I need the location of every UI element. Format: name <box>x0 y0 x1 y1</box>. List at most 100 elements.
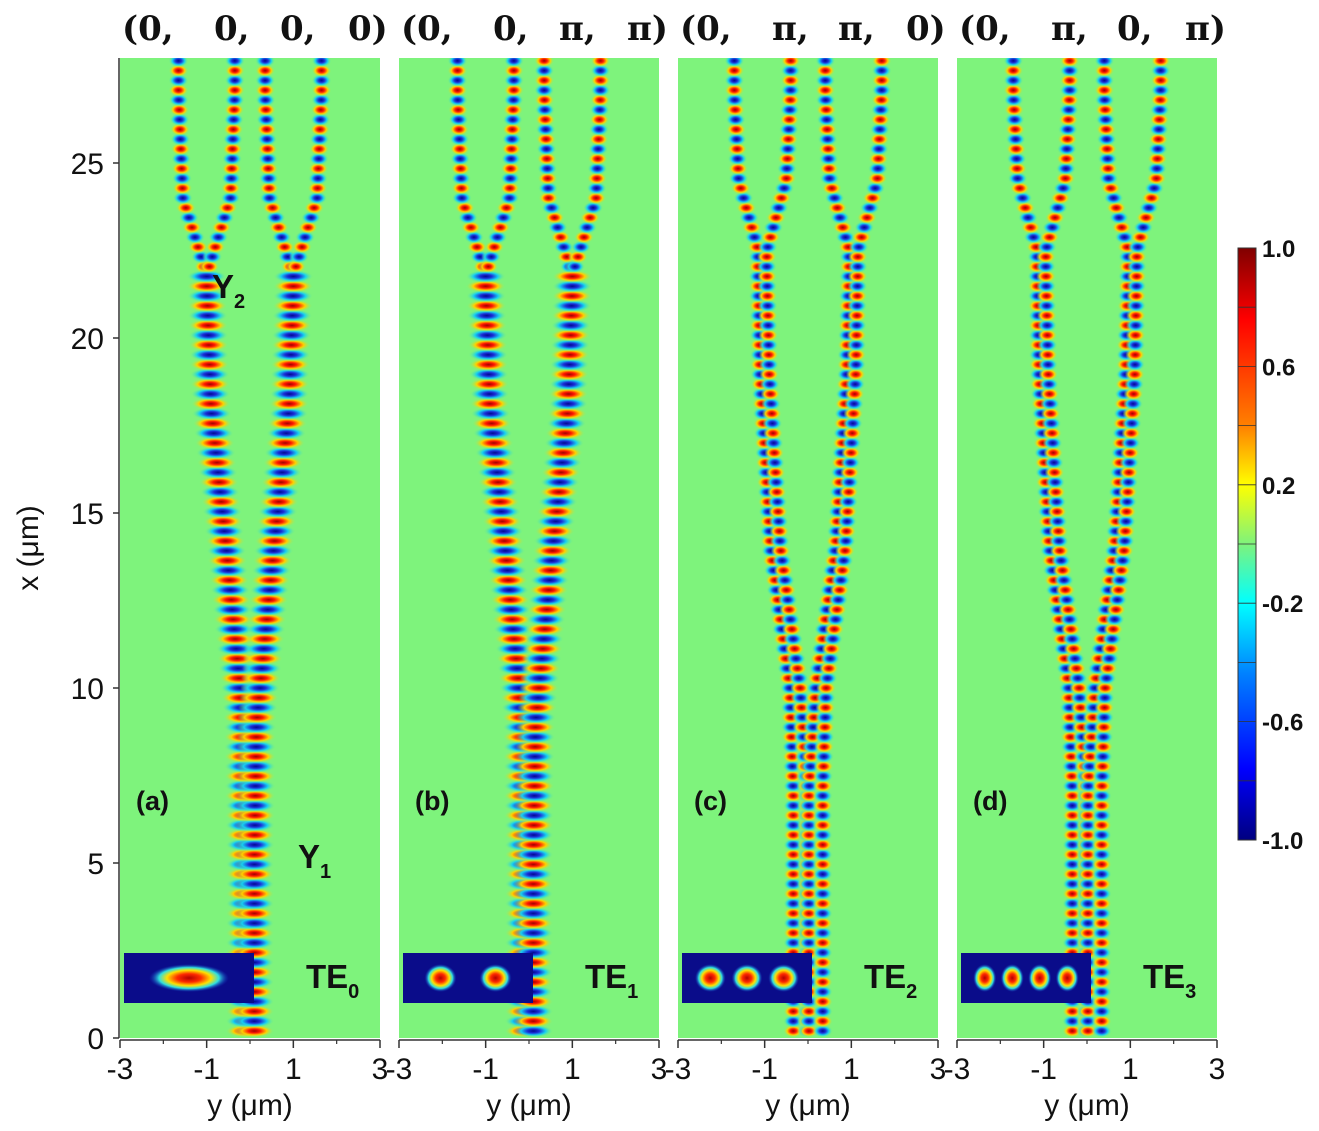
field-lobe <box>519 671 560 685</box>
field-lobe <box>590 83 611 97</box>
field-lobe <box>1037 318 1058 332</box>
field-lobe <box>310 103 331 117</box>
field-lobe <box>513 857 554 871</box>
field-lobe <box>493 622 534 636</box>
field-lobe <box>246 612 287 626</box>
field-lobe <box>194 436 235 450</box>
field-lobe <box>871 83 892 97</box>
field-lobe <box>1062 838 1083 852</box>
field-lobe <box>1036 309 1057 323</box>
field-lobe <box>783 1014 804 1028</box>
field-lobe <box>1018 211 1039 225</box>
field-lobe <box>815 710 836 724</box>
field-lobe <box>550 338 591 352</box>
junction-label-y1: Y1 <box>298 838 331 883</box>
field-lobe <box>513 936 554 950</box>
phase-value: 0, <box>493 9 529 49</box>
field-lobe <box>1048 524 1069 538</box>
field-lobe <box>724 64 745 78</box>
field-lobe <box>311 64 332 78</box>
field-lobe <box>1036 289 1057 303</box>
y-axis-tick-label: 1 <box>843 1053 860 1086</box>
field-lobe <box>267 416 308 430</box>
y-axis-label: y (μm) <box>765 1089 851 1122</box>
field-lobe <box>1060 622 1081 636</box>
field-lobe <box>499 191 520 205</box>
field-lobe <box>1077 808 1098 822</box>
field-lobe <box>221 162 242 176</box>
field-lobe <box>542 456 583 470</box>
field-lobe <box>1120 436 1141 450</box>
field-lobe <box>820 652 841 666</box>
y-axis-panel-c: -3 -1 1 3 y (μm) <box>665 1039 946 1122</box>
phase-value: (0, <box>122 9 174 49</box>
phase-label-c: (0, π, π, 0) <box>680 9 946 49</box>
field-lobe <box>524 622 565 636</box>
field-lobe <box>262 201 283 215</box>
field-lobe <box>1098 171 1119 185</box>
field-lobe <box>833 554 854 568</box>
field-lobe <box>257 505 298 519</box>
phase-value: π, <box>1051 9 1088 49</box>
field-lobe <box>224 58 245 68</box>
field-lobe <box>1150 73 1171 87</box>
field-lobe <box>187 309 228 323</box>
field-lobe <box>1052 563 1073 577</box>
field-lobe <box>451 191 472 205</box>
field-lobe <box>1125 338 1146 352</box>
field-lobe <box>757 269 778 283</box>
field-lobe <box>1003 58 1024 68</box>
field-lobe <box>447 73 468 87</box>
field-lobe <box>468 358 509 372</box>
field-lobe <box>252 554 293 568</box>
field-lobe <box>1057 122 1078 136</box>
field-lobe <box>1100 181 1121 195</box>
field-lobe <box>835 534 856 548</box>
field-lobe <box>741 220 762 234</box>
field-lobe <box>311 93 332 107</box>
field-lobe <box>310 113 331 127</box>
field-lobe <box>258 162 279 176</box>
field-lobe <box>274 240 295 254</box>
panel-a: -3 -1 1 3 y (μm) (0, 0, 0, 0) (a) TE0 <box>107 9 389 1122</box>
field-lobe <box>1091 789 1112 803</box>
field-lobe <box>1126 250 1147 264</box>
field-lobe <box>848 240 869 254</box>
field-lobe <box>765 465 786 479</box>
field-lobe <box>187 289 228 303</box>
phase-label-d: (0, π, 0, π) <box>959 9 1226 49</box>
field-lobe <box>786 652 807 666</box>
field-lobe <box>766 475 787 489</box>
field-lobe <box>798 926 819 940</box>
y-axis-tick-label: 1 <box>285 1053 302 1086</box>
field-lobe <box>1062 1024 1083 1038</box>
y-axis-label: y (μm) <box>207 1089 293 1122</box>
field-lobe <box>839 475 860 489</box>
field-lobe <box>172 191 193 205</box>
field-lobe <box>1077 916 1098 930</box>
field-lobe <box>1057 132 1078 146</box>
field-lobe <box>1077 887 1098 901</box>
field-lobe <box>777 142 798 156</box>
field-lobe <box>1116 514 1137 528</box>
field-lobe <box>308 162 329 176</box>
field-lobe <box>1003 64 1024 78</box>
field-lobe <box>798 838 819 852</box>
field-lobe <box>777 152 798 166</box>
field-lobe <box>529 573 570 587</box>
field-lobe <box>534 58 555 68</box>
field-lobe <box>781 622 802 636</box>
field-lobe <box>774 181 795 195</box>
field-lobe <box>208 563 249 577</box>
field-lobe <box>224 103 245 117</box>
field-lobe <box>1121 416 1142 430</box>
field-lobe <box>859 201 880 215</box>
field-lobe <box>1091 975 1112 989</box>
mode-lobe <box>424 964 457 992</box>
field-lobe <box>1118 475 1139 489</box>
field-lobe <box>259 485 300 499</box>
field-lobe <box>812 808 833 822</box>
field-lobe <box>170 142 191 156</box>
field-lobe <box>1147 142 1168 156</box>
colorbar-ticks: 1.0 0.6 0.2 -0.2 -0.6 -1.0 <box>1238 236 1303 855</box>
